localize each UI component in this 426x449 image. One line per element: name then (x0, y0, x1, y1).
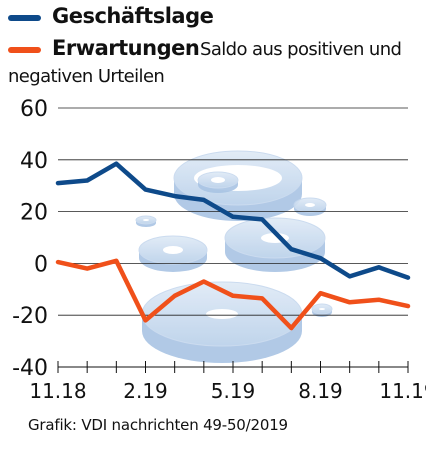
x-axis: 11.18 2.19 5.19 8.19 11.19 (29, 361, 426, 403)
x-tick-label: 8.19 (298, 379, 343, 403)
x-tick-label: 5.19 (211, 379, 256, 403)
legend-label-erwartungen: Erwartungen (52, 36, 200, 60)
washer-1 (173, 150, 303, 221)
washer-2 (141, 281, 303, 363)
washer-3 (224, 217, 326, 272)
y-tick-label: -20 (12, 304, 48, 329)
washer-7 (135, 215, 157, 227)
decorative-disks (135, 150, 333, 363)
washer-8 (311, 303, 333, 317)
legend-label-geschaeftslage: Geschäftslage (52, 4, 214, 28)
washer-5 (197, 171, 239, 193)
washer-6 (293, 197, 327, 216)
series-lines (55, 161, 411, 331)
x-tick-label: 2.19 (123, 379, 168, 403)
y-axis-tick-labels: 60 40 20 0 -20 -40 (12, 97, 48, 381)
washer-4 (138, 235, 208, 272)
y-tick-label: 0 (34, 252, 48, 277)
y-tick-label: 40 (20, 149, 48, 174)
chart-credit: Grafik: VDI nachrichten 49-50/2019 (28, 416, 288, 434)
y-tick-label: 60 (20, 97, 48, 122)
legend-swatch-erwartungen (8, 47, 41, 53)
x-tick-label: 11.19 (379, 379, 426, 403)
legend-note-line-1: Saldo aus positiven und (200, 39, 402, 60)
legend-swatch-geschaeftslage (8, 15, 41, 21)
y-tick-label: 20 (20, 201, 48, 226)
y-tick-label: -40 (12, 356, 48, 381)
legend-note-line-2: negativen Urteilen (8, 66, 165, 87)
x-tick-label: 11.18 (29, 379, 86, 403)
